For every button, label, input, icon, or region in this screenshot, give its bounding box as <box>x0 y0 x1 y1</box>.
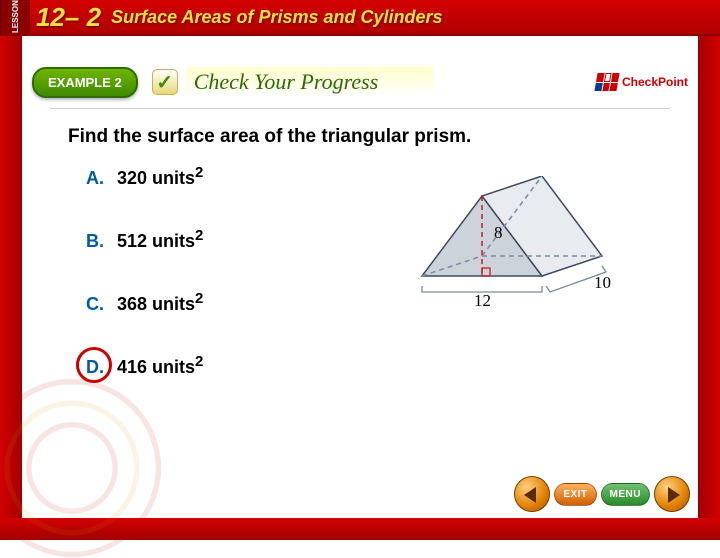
answer-option-d[interactable]: D. 416 units2 <box>86 353 203 378</box>
answer-list: A. 320 units2 B. 512 units2 C. 368 units… <box>86 164 203 416</box>
menu-button[interactable]: MENU <box>601 483 650 506</box>
answer-letter: D. <box>86 357 112 378</box>
dim-depth: 10 <box>594 273 611 292</box>
answer-letter: B. <box>86 231 112 252</box>
answer-exponent: 2 <box>195 227 203 244</box>
divider-line <box>50 108 670 109</box>
prism-figure: 8 12 10 <box>402 176 638 306</box>
answer-value: 512 units <box>117 231 195 251</box>
content-area: EXAMPLE 2 Check Your Progress CheckPoint… <box>22 36 698 518</box>
answer-exponent: 2 <box>195 353 203 370</box>
checkmark-icon <box>152 69 178 95</box>
prev-arrow-button[interactable] <box>514 476 550 512</box>
lesson-tab: LESSON <box>0 0 30 34</box>
exit-button[interactable]: EXIT <box>554 483 596 506</box>
dim-base: 12 <box>474 291 491 306</box>
answer-value: 320 units <box>117 168 195 188</box>
checkpoint-text: CheckPoint <box>622 75 688 89</box>
answer-letter: C. <box>86 294 112 315</box>
answer-exponent: 2 <box>195 164 203 181</box>
question-text: Find the surface area of the triangular … <box>68 126 471 148</box>
answer-option-c[interactable]: C. 368 units2 <box>86 290 203 315</box>
frame-left <box>0 36 22 540</box>
example-bar: EXAMPLE 2 Check Your Progress CheckPoint <box>32 60 688 104</box>
checkpoint-logo: CheckPoint <box>596 73 688 91</box>
checkpoint-grid-icon <box>594 73 619 91</box>
lesson-title: Surface Areas of Prisms and Cylinders <box>111 7 442 28</box>
answer-option-a[interactable]: A. 320 units2 <box>86 164 203 189</box>
answer-exponent: 2 <box>195 290 203 307</box>
lesson-banner: LESSON 12– 2 Surface Areas of Prisms and… <box>0 0 720 36</box>
lesson-number: 12– 2 <box>36 2 101 33</box>
check-your-progress-label: Check Your Progress <box>186 67 435 97</box>
answer-letter: A. <box>86 168 112 189</box>
dim-height: 8 <box>494 223 503 242</box>
answer-option-b[interactable]: B. 512 units2 <box>86 227 203 252</box>
frame-right <box>698 36 720 540</box>
nav-buttons: EXIT MENU <box>514 476 690 512</box>
example-badge: EXAMPLE 2 <box>32 67 138 98</box>
next-arrow-button[interactable] <box>654 476 690 512</box>
answer-value: 416 units <box>117 357 195 377</box>
frame-bottom <box>0 518 720 540</box>
answer-value: 368 units <box>117 294 195 314</box>
